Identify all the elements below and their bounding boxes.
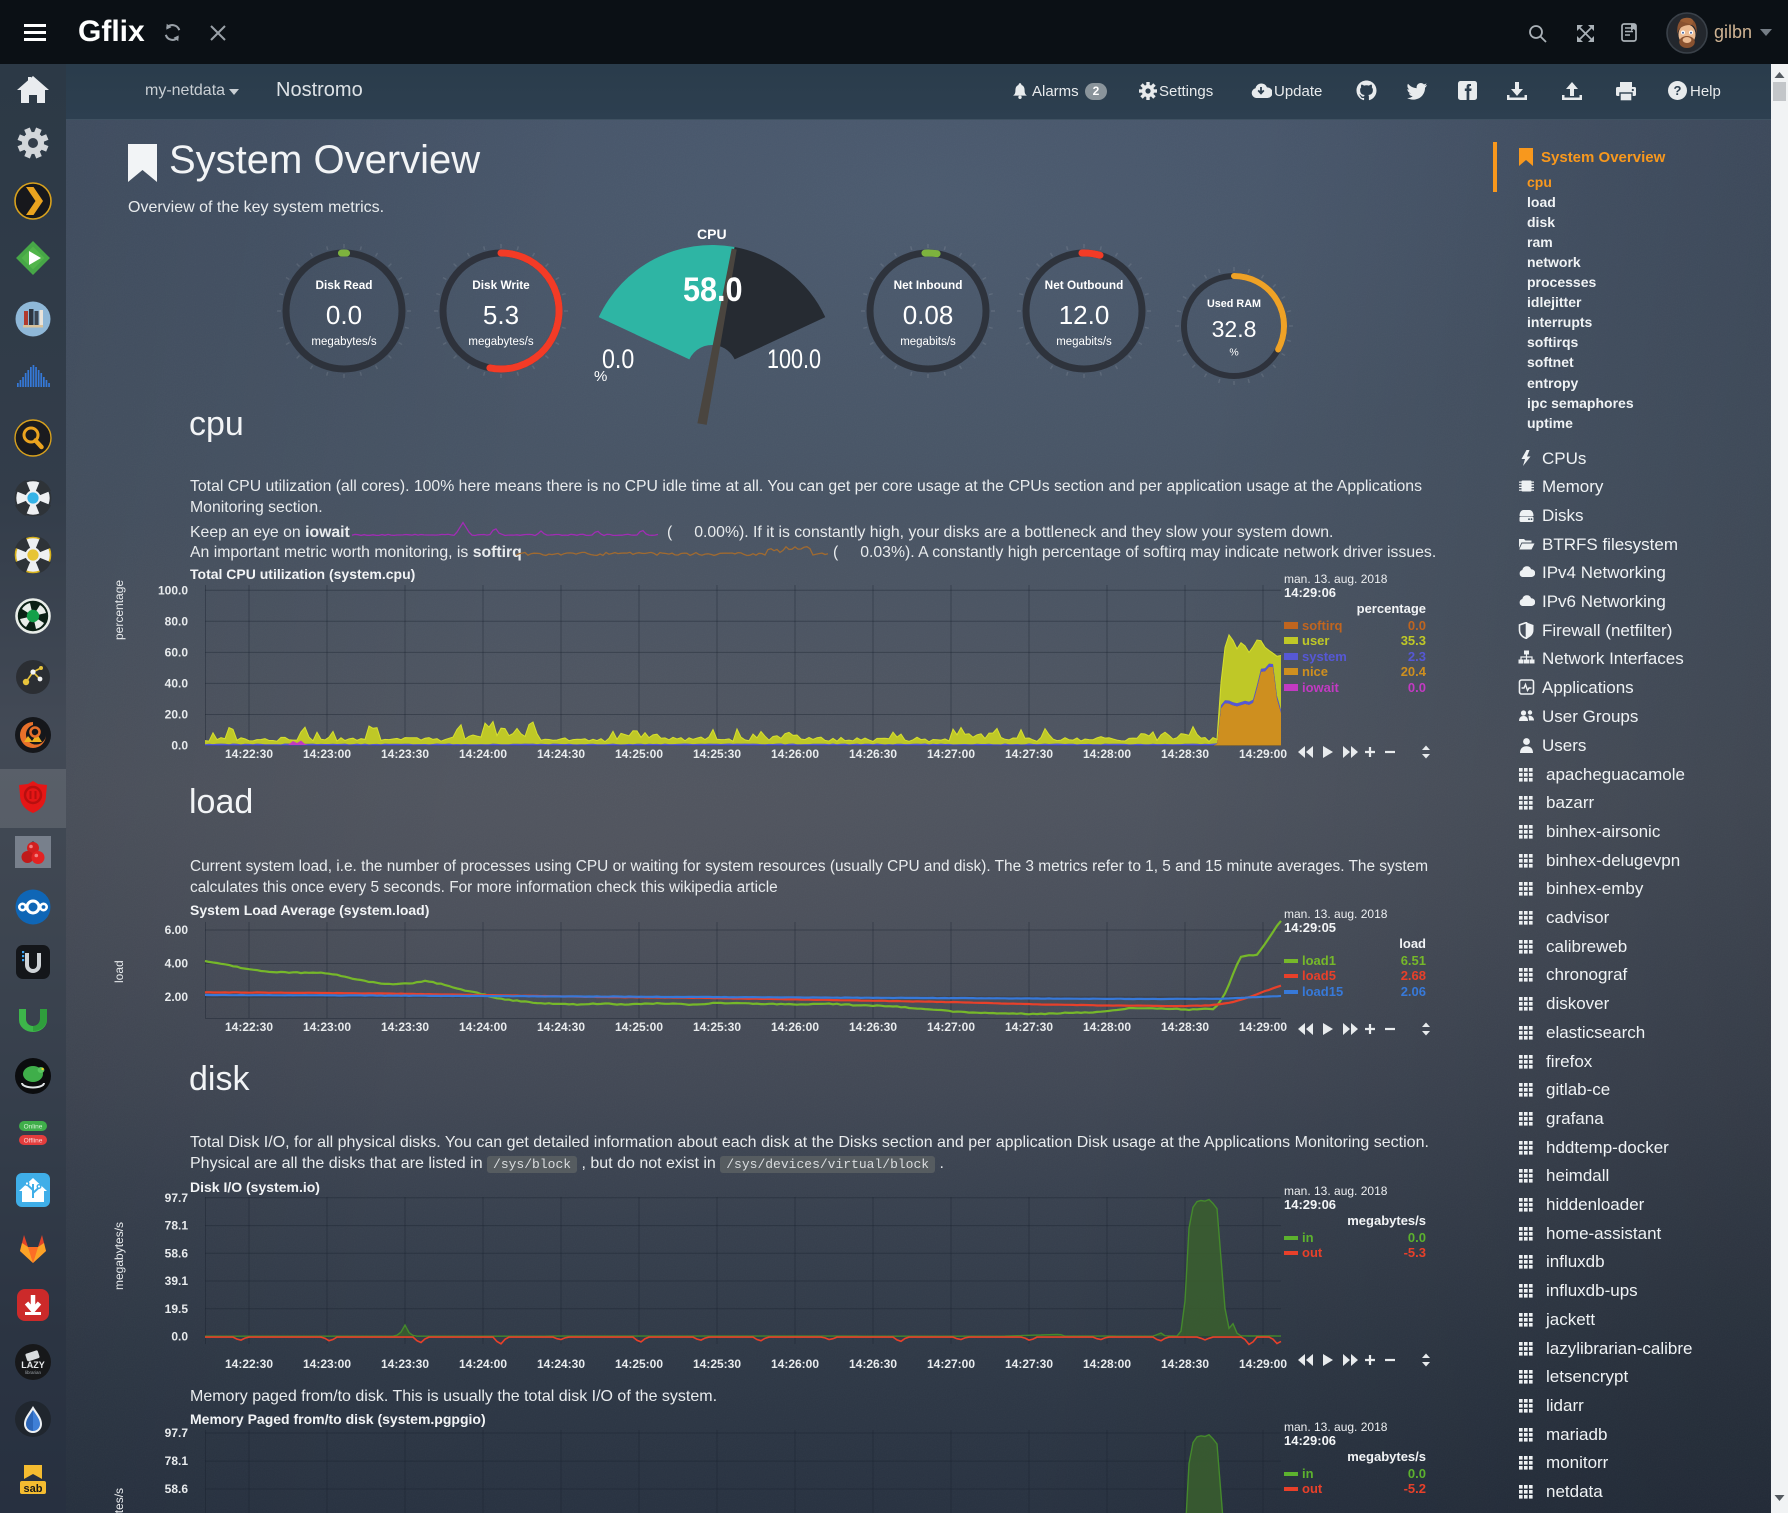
svg-text:Used RAM: Used RAM [1207, 298, 1261, 310]
svg-text:5.3: 5.3 [483, 300, 519, 330]
svg-text:Disk Write: Disk Write [472, 278, 530, 292]
svg-text:Disk Read: Disk Read [315, 278, 372, 292]
svg-text:Net Outbound: Net Outbound [1045, 278, 1124, 292]
svg-text:%: % [1229, 347, 1238, 359]
svg-text:Net Inbound: Net Inbound [894, 278, 963, 292]
svg-text:0.08: 0.08 [903, 300, 954, 330]
svg-text:megabits/s: megabits/s [900, 336, 956, 348]
svg-text:32.8: 32.8 [1212, 316, 1257, 342]
svg-text:megabits/s: megabits/s [1056, 336, 1112, 348]
svg-text:megabytes/s: megabytes/s [468, 336, 533, 348]
svg-text:Offline: Offline [24, 1138, 43, 1145]
svg-text:12.0: 12.0 [1059, 300, 1110, 330]
svg-text:0.0: 0.0 [326, 300, 362, 330]
svg-text:sab: sab [24, 1483, 43, 1495]
svg-text:LAZY: LAZY [21, 1360, 45, 1370]
svg-text:?: ? [1674, 83, 1682, 98]
svg-text:librarian: librarian [25, 1370, 42, 1375]
svg-text:megabytes/s: megabytes/s [311, 336, 376, 348]
svg-text:Online: Online [24, 1124, 43, 1131]
